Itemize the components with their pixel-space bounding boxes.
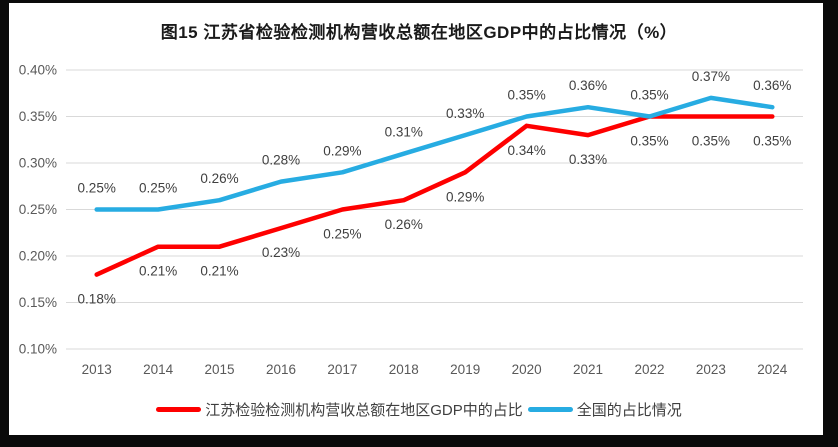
x-axis-tick: 2019 [450,362,480,377]
x-axis-tick: 2014 [143,362,174,377]
y-axis-tick: 0.35% [19,109,57,124]
data-label-national: 0.36% [569,78,607,93]
data-label-national: 0.35% [630,88,668,103]
data-label-national: 0.37% [692,69,730,84]
data-label-national: 0.36% [753,78,791,93]
data-label-jiangsu: 0.23% [262,245,300,260]
y-axis-tick: 0.25% [19,202,57,217]
y-axis-tick: 0.40% [19,63,57,78]
legend-item-jiangsu: 江苏检验检测机构营收总额在地区GDP中的占比 [156,399,523,420]
data-label-jiangsu: 0.25% [323,227,361,242]
x-axis-tick: 2013 [82,362,112,377]
series-line-jiangsu [94,114,775,277]
data-label-jiangsu: 0.34% [507,143,545,158]
data-label-national: 0.29% [323,143,361,158]
data-label-national: 0.25% [139,181,177,196]
x-axis-tick: 2020 [512,362,542,377]
data-label-jiangsu: 0.35% [692,134,730,149]
y-axis-tick: 0.15% [19,295,57,310]
scan-border-top [0,0,838,3]
data-label-jiangsu: 0.21% [139,264,177,279]
data-label-jiangsu: 0.18% [78,292,116,307]
scan-border-left [0,0,9,447]
y-axis-tick: 0.10% [19,342,57,357]
scan-border-bottom [0,435,838,447]
data-label-jiangsu: 0.35% [753,134,791,149]
x-axis-tick: 2024 [757,362,788,377]
data-label-national: 0.25% [78,181,116,196]
series-line-national [94,95,775,212]
x-axis-tick: 2018 [389,362,419,377]
legend-swatch-red-line [156,406,202,412]
x-axis-tick: 2021 [573,362,603,377]
data-label-national: 0.33% [446,106,484,121]
scan-border-right [823,0,838,447]
data-label-jiangsu: 0.35% [630,134,668,149]
legend-label-national: 全国的占比情况 [576,401,682,419]
x-axis-tick: 2023 [696,362,726,377]
chart-title: 图15 江苏省检验检测机构营收总额在地区GDP中的占比情况（%） [160,23,678,42]
data-label-national: 0.31% [385,125,423,140]
data-label-national: 0.28% [262,153,300,168]
data-label-national: 0.35% [507,88,545,103]
chart-legend: 江苏检验检测机构营收总额在地区GDP中的占比 全国的占比情况 [0,399,838,419]
data-label-jiangsu: 0.29% [446,189,484,204]
x-axis-tick: 2022 [634,362,664,377]
data-label-jiangsu: 0.26% [385,217,423,232]
data-label-jiangsu: 0.21% [200,264,238,279]
x-axis-tick: 2015 [204,362,234,377]
y-axis-tick: 0.20% [19,249,57,264]
legend-item-national: 全国的占比情况 [527,399,682,420]
x-axis-tick: 2016 [266,362,296,377]
legend-swatch-blue-line [527,406,573,412]
legend-label-jiangsu: 江苏检验检测机构营收总额在地区GDP中的占比 [205,401,523,419]
y-axis-tick: 0.30% [19,156,57,171]
x-axis-tick: 2017 [327,362,357,377]
data-label-jiangsu: 0.33% [569,152,607,167]
data-label-national: 0.26% [200,171,238,186]
